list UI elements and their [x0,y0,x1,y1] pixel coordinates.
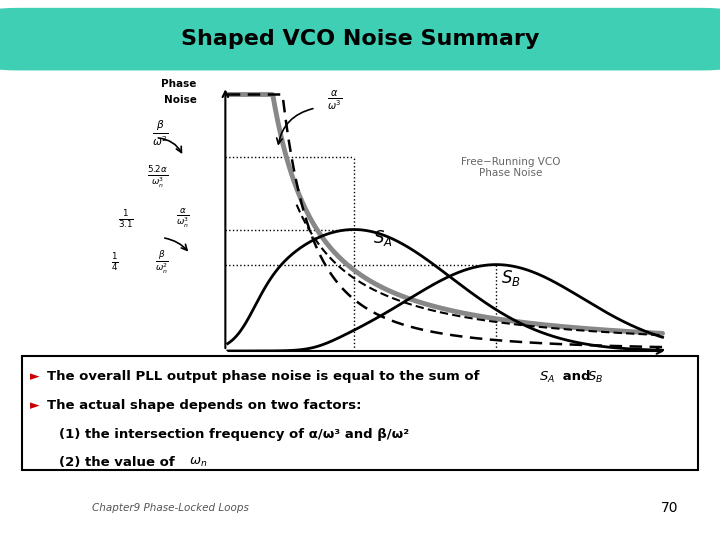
Text: $\frac{1}{3.1}$: $\frac{1}{3.1}$ [118,208,134,230]
Text: $\omega_n$: $\omega_n$ [189,456,208,469]
Text: Phase: Phase [161,79,197,89]
Text: $\mathit{S_A}$: $\mathit{S_A}$ [373,228,392,248]
Text: $\frac{1}{4}$: $\frac{1}{4}$ [111,251,119,273]
Text: $\frac{\alpha}{\omega_n^3}$: $\frac{\alpha}{\omega_n^3}$ [176,207,190,231]
Text: ►: ► [30,400,40,413]
Text: $S_B$: $S_B$ [587,370,603,385]
Text: and: and [558,370,595,383]
Text: $\frac{\beta}{\omega^2}$: $\frac{\beta}{\omega^2}$ [152,119,168,148]
Text: 70: 70 [660,501,678,515]
Text: Chapter9 Phase-Locked Loops: Chapter9 Phase-Locked Loops [92,503,249,513]
Text: The actual shape depends on two factors:: The actual shape depends on two factors: [48,400,362,413]
Text: $\frac{\beta}{\omega_n^2}$: $\frac{\beta}{\omega_n^2}$ [155,248,168,275]
Text: $\omega_n$: $\omega_n$ [487,361,505,374]
Text: $\omega$: $\omega$ [668,355,681,369]
FancyBboxPatch shape [0,9,720,70]
Text: $\mathit{S_B}$: $\mathit{S_B}$ [501,268,521,288]
Text: $\frac{5.2\alpha}{\omega_n^3}$: $\frac{5.2\alpha}{\omega_n^3}$ [147,164,168,190]
Text: Free−Running VCO
Phase Noise: Free−Running VCO Phase Noise [461,157,560,178]
FancyBboxPatch shape [22,356,698,470]
Text: $\frac{\alpha}{\omega^3}$: $\frac{\alpha}{\omega^3}$ [327,88,342,112]
Text: (2) the value of: (2) the value of [59,456,179,469]
Text: $\frac{\omega_n}{\sqrt{3}}$: $\frac{\omega_n}{\sqrt{3}}$ [346,367,361,389]
Text: Noise: Noise [164,95,197,105]
Text: Shaped VCO Noise Summary: Shaped VCO Noise Summary [181,29,539,49]
Text: The overall PLL output phase noise is equal to the sum of: The overall PLL output phase noise is eq… [48,370,485,383]
Text: ►: ► [30,370,40,383]
Text: $S_A$: $S_A$ [539,370,555,385]
Text: (1) the intersection frequency of α/ω³ and β/ω²: (1) the intersection frequency of α/ω³ a… [59,428,409,441]
